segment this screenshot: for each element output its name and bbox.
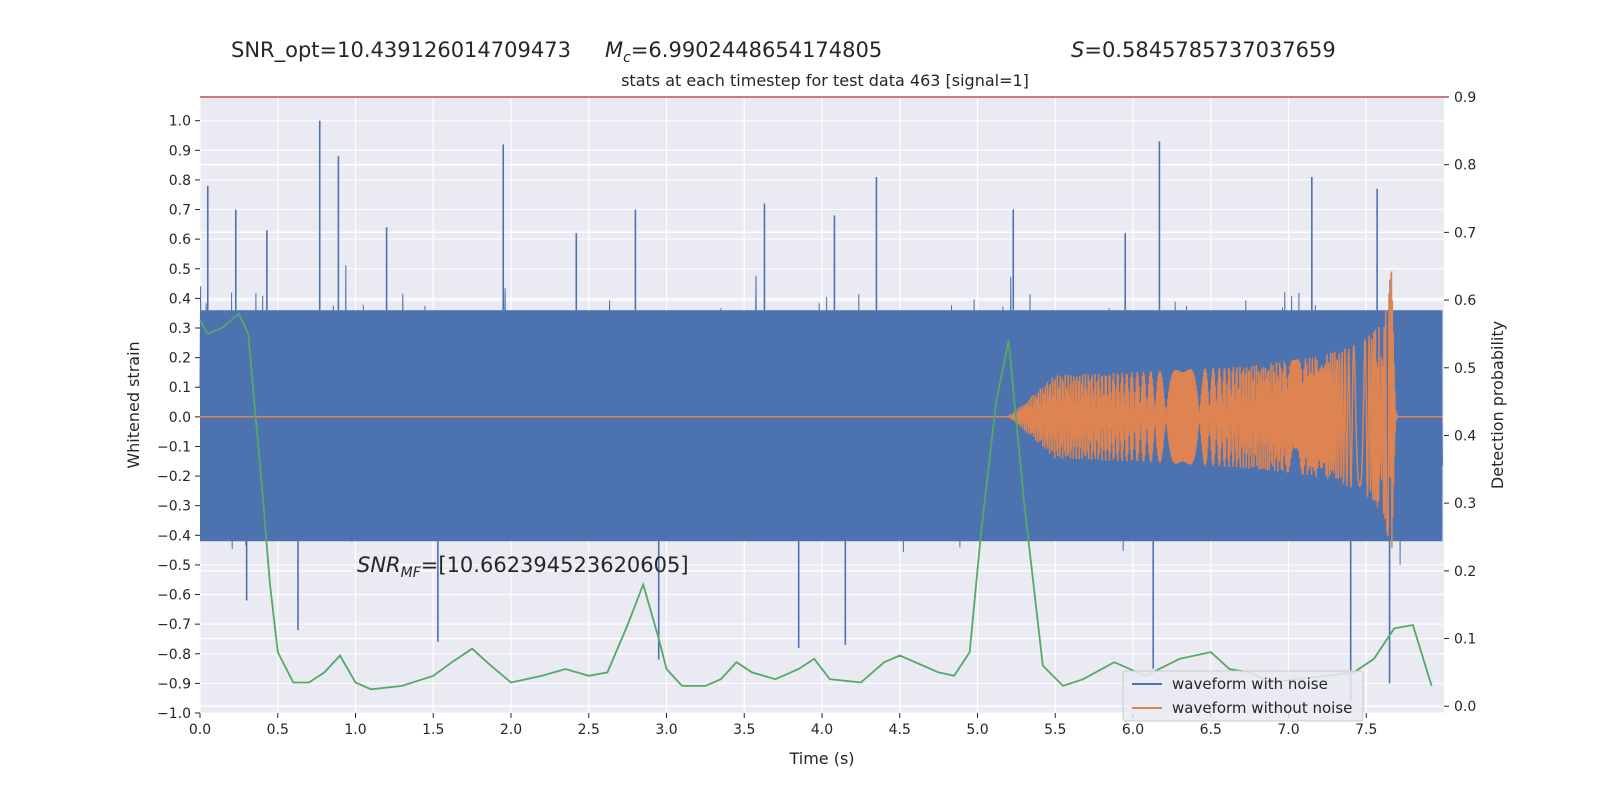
y-right-tick-label: 0.5 [1454,361,1476,377]
x-tick-label: 3.5 [733,722,755,738]
x-tick-label: 5.5 [1044,722,1066,738]
y-tick-label: −0.6 [157,588,191,604]
y-right-tick-label: 0.0 [1454,699,1476,715]
clean-trace [200,270,1443,548]
legend-label-noise: waveform with noise [1172,675,1328,693]
s-stat-text: S=0.5845785737037659 [1071,38,1336,62]
x-tick-label: 2.5 [578,722,600,738]
x-axis-label: Time (s) [788,749,854,768]
y-tick-label: 1.0 [169,114,191,130]
y-tick-label: −0.8 [157,647,191,663]
legend-box [1122,670,1364,722]
snr-mf-annotation: SNRMF=[10.662394523620605] [357,553,689,581]
y-tick-label: −0.1 [157,439,191,455]
x-tick-label: 5.0 [966,722,988,738]
chirp-mass-text: Mc=6.9902448654174805 [605,38,882,66]
y-tick-label: 0.9 [169,143,191,159]
chirp-mass-symbol: M [605,38,624,62]
y-tick-label: 0.4 [169,291,191,307]
x-axis: 0.0 0.5 1.0 1.5 2.0 2.5 3.0 3.5 4.0 4.5 5.0 5.5 6.0 6… [189,713,1377,738]
x-tick-label: 6.0 [1122,722,1144,738]
y-right-tick-label: 0.9 [1454,90,1476,106]
y-tick-label: 0.5 [169,262,191,278]
series-detection-probability [199,312,1433,691]
y-right-tick-label: 0.4 [1454,428,1476,444]
snr-mf-subscript: MF [400,565,421,582]
snr-mf-symbol: SNR [357,553,401,577]
x-tick-label: 1.5 [422,722,444,738]
x-tick-label: 7.5 [1355,722,1377,738]
chirp-mass-subscript: c [623,50,631,67]
chart-title: stats at each timestep for test data 463… [621,71,1029,90]
probability-line [199,312,1433,691]
x-tick-label: 1.0 [344,722,366,738]
x-tick-label: 4.0 [811,722,833,738]
legend-label-clean: waveform without noise [1172,699,1352,717]
y-right-tick-label: 0.3 [1454,496,1476,512]
y-tick-label: −1.0 [157,706,191,722]
y-right-tick-label: 0.2 [1454,564,1476,580]
y-tick-label: 0.1 [169,380,191,396]
y-axis-left: 1.0 0.9 0.8 0.7 0.6 0.5 0.4 0.3 0.2 0.1 0.0 −0.1 −0.… [157,114,200,722]
y-tick-label: 0.2 [169,351,191,367]
x-tick-label: 2.0 [500,722,522,738]
series-waveform-without-noise [200,270,1443,548]
y-right-tick-label: 0.1 [1454,632,1476,648]
x-tick-label: 7.0 [1277,722,1299,738]
y-tick-label: 0.6 [169,232,191,248]
s-symbol: S [1071,38,1085,62]
y-right-tick-label: 0.6 [1454,293,1476,309]
y-tick-label: −0.5 [157,558,191,574]
y-tick-label: −0.7 [157,617,191,633]
y-right-tick-label: 0.8 [1454,158,1476,174]
y-tick-label: −0.2 [157,469,191,485]
y-tick-label: 0.7 [169,203,191,219]
noise-trace [199,265,1443,565]
x-tick-label: 0.0 [189,722,211,738]
x-tick-label: 6.5 [1200,722,1222,738]
chirp-mass-value: =6.9902448654174805 [630,38,883,62]
x-tick-label: 0.5 [267,722,289,738]
y-tick-label: −0.3 [157,499,191,515]
y-tick-label: 0.0 [169,410,191,426]
y-axis-label: Whitened strain [124,341,143,468]
snr-mf-value: =[10.662394523620605] [420,553,689,577]
snr-opt-text: SNR_opt=10.439126014709473 [231,38,571,62]
y-right-tick-label: 0.7 [1454,225,1476,241]
s-value: =0.5845785737037659 [1084,38,1336,62]
legend: waveform with noise waveform without noi… [1122,670,1364,722]
y-tick-label: 0.8 [169,173,191,189]
y-tick-label: −0.4 [157,528,191,544]
x-tick-label: 3.0 [655,722,677,738]
y-tick-label: −0.9 [157,676,191,692]
y-axis-right: 0.9 0.8 0.7 0.6 0.5 0.4 0.3 0.2 0.1 0.0 [1444,90,1476,715]
y-axis-right-label: Detection probability [1488,321,1507,489]
x-tick-label: 4.5 [889,722,911,738]
y-tick-label: 0.3 [169,321,191,337]
